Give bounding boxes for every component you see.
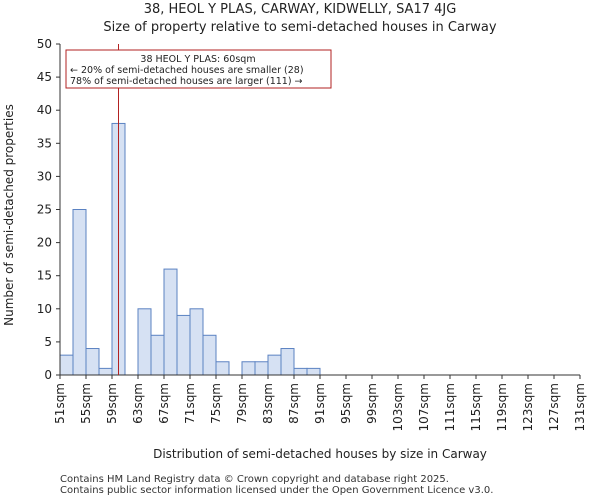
annotation-line3: 78% of semi-detached houses are larger (…	[70, 76, 303, 87]
histogram-bar	[163, 268, 178, 376]
y-tick-label: 25	[37, 203, 52, 217]
histogram-bar	[267, 354, 282, 376]
annotation-box: 38 HEOL Y PLAS: 60sqm ← 20% of semi-deta…	[65, 49, 332, 89]
histogram-bar	[241, 361, 256, 376]
y-tick-label: 35	[37, 136, 52, 150]
histogram-bar	[306, 367, 321, 376]
x-tick-label: 83sqm	[261, 383, 275, 424]
x-tick-label: 63sqm	[131, 383, 145, 424]
x-tick-label: 131sqm	[573, 383, 587, 431]
x-tick-label: 55sqm	[79, 383, 93, 424]
x-tick-label: 123sqm	[521, 383, 535, 431]
y-tick-label: 45	[37, 70, 52, 84]
histogram-bar	[59, 354, 74, 376]
x-tick-label: 51sqm	[53, 383, 67, 424]
y-tick-label: 0	[44, 368, 52, 382]
x-tick-label: 67sqm	[157, 383, 171, 424]
histogram-bar	[137, 308, 152, 376]
x-tick-label: 95sqm	[339, 383, 353, 424]
y-axis-group: 0 5 10 15 20 25 30 35 40 45 50	[37, 37, 580, 382]
histogram-bar	[280, 348, 295, 376]
x-tick-label: 75sqm	[209, 383, 223, 424]
x-axis-group: 51sqm 55sqm 59sqm 63sqm 67sqm 71sqm 75sqm 79sqm…	[53, 44, 587, 431]
footer-line2: Contains public sector information licen…	[60, 485, 494, 496]
x-tick-label: 119sqm	[495, 383, 509, 431]
y-tick-label: 5	[44, 335, 52, 349]
y-tick-label: 30	[37, 169, 52, 183]
histogram-bar	[85, 348, 100, 376]
y-tick-label: 20	[37, 236, 52, 250]
histogram-bar	[215, 361, 230, 376]
chart-subtitle: Size of property relative to semi-detach…	[103, 20, 497, 35]
bars-group	[59, 122, 321, 376]
histogram-bar	[254, 361, 269, 376]
y-tick-label: 10	[37, 302, 52, 316]
x-tick-label: 91sqm	[313, 383, 327, 424]
x-tick-label: 87sqm	[287, 383, 301, 424]
x-tick-label: 71sqm	[183, 383, 197, 424]
x-tick-label: 107sqm	[417, 383, 431, 431]
y-tick-label: 40	[37, 103, 52, 117]
annotation-border	[65, 49, 332, 89]
chart-title: 38, HEOL Y PLAS, CARWAY, KIDWELLY, SA17 …	[143, 2, 457, 17]
footer-line1: Contains HM Land Registry data © Crown c…	[60, 474, 449, 485]
annotation-line1: 38 HEOL Y PLAS: 60sqm	[140, 54, 255, 65]
histogram-bar	[72, 209, 87, 376]
x-tick-label: 127sqm	[547, 383, 561, 431]
histogram-bar	[293, 367, 308, 376]
x-tick-label: 103sqm	[391, 383, 405, 431]
annotation-line2: ← 20% of semi-detached houses are smalle…	[70, 65, 304, 76]
y-axis-label: Number of semi-detached properties	[2, 104, 16, 326]
histogram-chart: 0 5 10 15 20 25 30 35 40 45 50 51sqm 55sqm 59sqm 63sq…	[2, 37, 587, 461]
histogram-bar	[202, 334, 217, 376]
histogram-bar	[176, 314, 191, 376]
histogram-bar	[189, 308, 204, 376]
y-tick-label: 50	[37, 37, 52, 51]
x-axis-label: Distribution of semi-detached houses by …	[153, 447, 487, 461]
histogram-bar	[98, 367, 113, 376]
x-tick-label: 115sqm	[469, 383, 483, 431]
y-tick-label: 15	[37, 269, 52, 283]
x-tick-label: 59sqm	[105, 383, 119, 424]
histogram-bar	[150, 334, 165, 376]
x-tick-label: 79sqm	[235, 383, 249, 424]
x-tick-label: 99sqm	[365, 383, 379, 424]
x-tick-label: 111sqm	[443, 383, 457, 431]
